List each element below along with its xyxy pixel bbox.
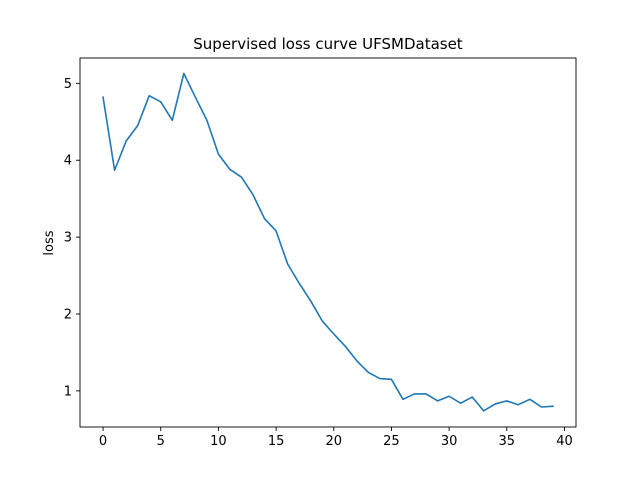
y-tick-label: 4: [64, 154, 72, 169]
y-tick-label: 5: [64, 77, 72, 92]
x-tick-label: 5: [157, 434, 165, 449]
x-tick-label: 20: [325, 434, 342, 449]
axes-frame: [79, 57, 577, 428]
x-tick-label: 35: [499, 434, 516, 449]
chart-title: Supervised loss curve UFSMDataset: [193, 35, 463, 53]
y-tick-label: 3: [64, 231, 72, 246]
series-line-0: [102, 72, 554, 412]
x-tick-label: 40: [556, 434, 573, 449]
x-tick-label: 0: [99, 434, 107, 449]
x-tick-label: 15: [268, 434, 285, 449]
y-axis-label: loss: [42, 230, 57, 255]
plot-area: 0 5 10 15 20 25 30 35 40 1 2 3 4 5: [64, 57, 577, 449]
y-tick-label: 1: [64, 384, 72, 399]
x-tick-label: 30: [441, 434, 458, 449]
x-tick-label: 25: [383, 434, 400, 449]
y-tick-label: 2: [64, 307, 72, 322]
x-tick-label: 10: [210, 434, 227, 449]
